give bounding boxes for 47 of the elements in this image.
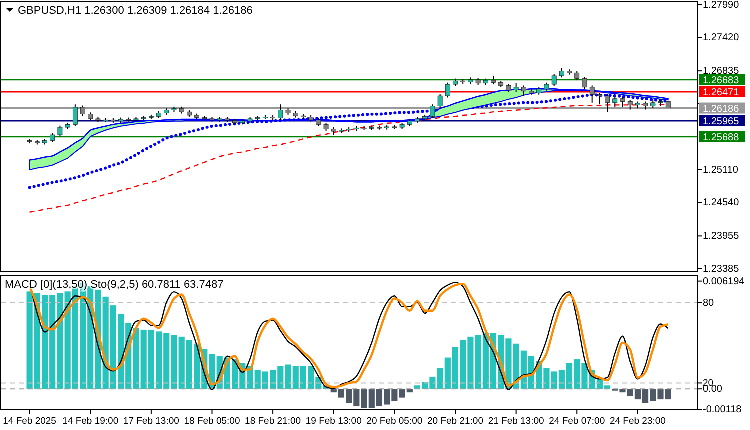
x-tick-label: 18 Feb 05:00	[184, 416, 240, 427]
y-tick-label: 1.27420	[703, 32, 740, 44]
candlestick	[605, 94, 610, 113]
candlestick	[559, 68, 564, 78]
x-tick-label: 21 Feb 13:00	[488, 416, 544, 427]
candlestick	[582, 76, 588, 90]
y-tick-label: 1.23955	[703, 231, 740, 242]
ref-line-label: 1.25688	[703, 132, 740, 144]
candlestick	[438, 94, 443, 109]
x-tick-label: 14 Feb 2025	[3, 416, 56, 427]
y-tick-label: 1.27990	[703, 0, 740, 11]
x-tick-label: 19 Feb 13:00	[306, 416, 362, 427]
y-tick-label: 1.25110	[703, 164, 739, 176]
candlestick	[612, 96, 618, 108]
y-tick-label: -0.00118	[703, 404, 742, 416]
candlestick	[80, 105, 86, 117]
chart-title: GBPUSD,H1 1.26300 1.26309 1.26184 1.26186	[18, 5, 253, 17]
x-tick-label: 18 Feb 21:00	[245, 416, 302, 427]
candlestick	[72, 104, 78, 127]
y-tick-label: 0.00	[703, 384, 723, 396]
candlestick	[50, 132, 56, 143]
candlestick	[58, 125, 63, 138]
y-tick-label: 1.23385	[703, 264, 740, 275]
ref-line-label: 1.25965	[703, 116, 740, 128]
candlestick	[628, 100, 633, 110]
x-tick-label: 24 Feb 23:00	[610, 416, 666, 427]
x-tick-label: 20 Feb 05:00	[366, 416, 423, 427]
ref-line-label: 1.26471	[703, 87, 740, 98]
y-tick-label: 0.006194	[703, 276, 746, 288]
y-tick-label: 1.24540	[703, 198, 740, 209]
candlestick	[552, 74, 557, 87]
ref-line-label: 1.26186	[703, 104, 740, 115]
candlestick	[430, 104, 436, 119]
x-tick-label: 14 Feb 19:00	[62, 416, 119, 427]
x-tick-label: 24 Feb 07:00	[549, 416, 606, 427]
candlestick	[590, 85, 595, 104]
x-tick-label: 17 Feb 13:00	[123, 416, 180, 427]
candlestick	[278, 104, 284, 121]
candlestick	[445, 82, 450, 98]
candlestick	[598, 92, 602, 106]
candlestick	[620, 96, 626, 108]
candlestick	[521, 85, 526, 97]
candlestick	[574, 70, 580, 82]
x-tick-label: 20 Feb 21:00	[428, 416, 484, 427]
y-tick-label: 1.26835	[703, 66, 740, 78]
ref-line-label: 1.26683	[703, 75, 740, 86]
y2-tick-label: 80	[703, 298, 715, 309]
